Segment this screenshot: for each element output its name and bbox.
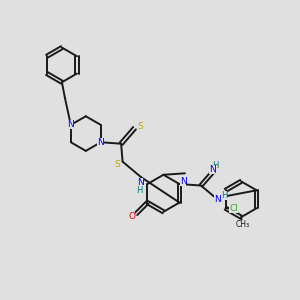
Text: N: N [98,138,104,147]
Text: H: H [212,161,218,170]
Text: Cl: Cl [230,204,238,213]
Text: S: S [137,122,143,131]
Text: N: N [68,120,74,129]
Text: N: N [214,195,221,204]
Text: CH₃: CH₃ [236,220,250,229]
Text: N: N [180,177,186,186]
Text: S: S [114,160,120,169]
Text: O: O [128,212,135,221]
Text: H: H [136,186,142,195]
Text: H: H [221,190,227,200]
Text: N: N [137,178,144,187]
Text: N: N [208,165,215,174]
